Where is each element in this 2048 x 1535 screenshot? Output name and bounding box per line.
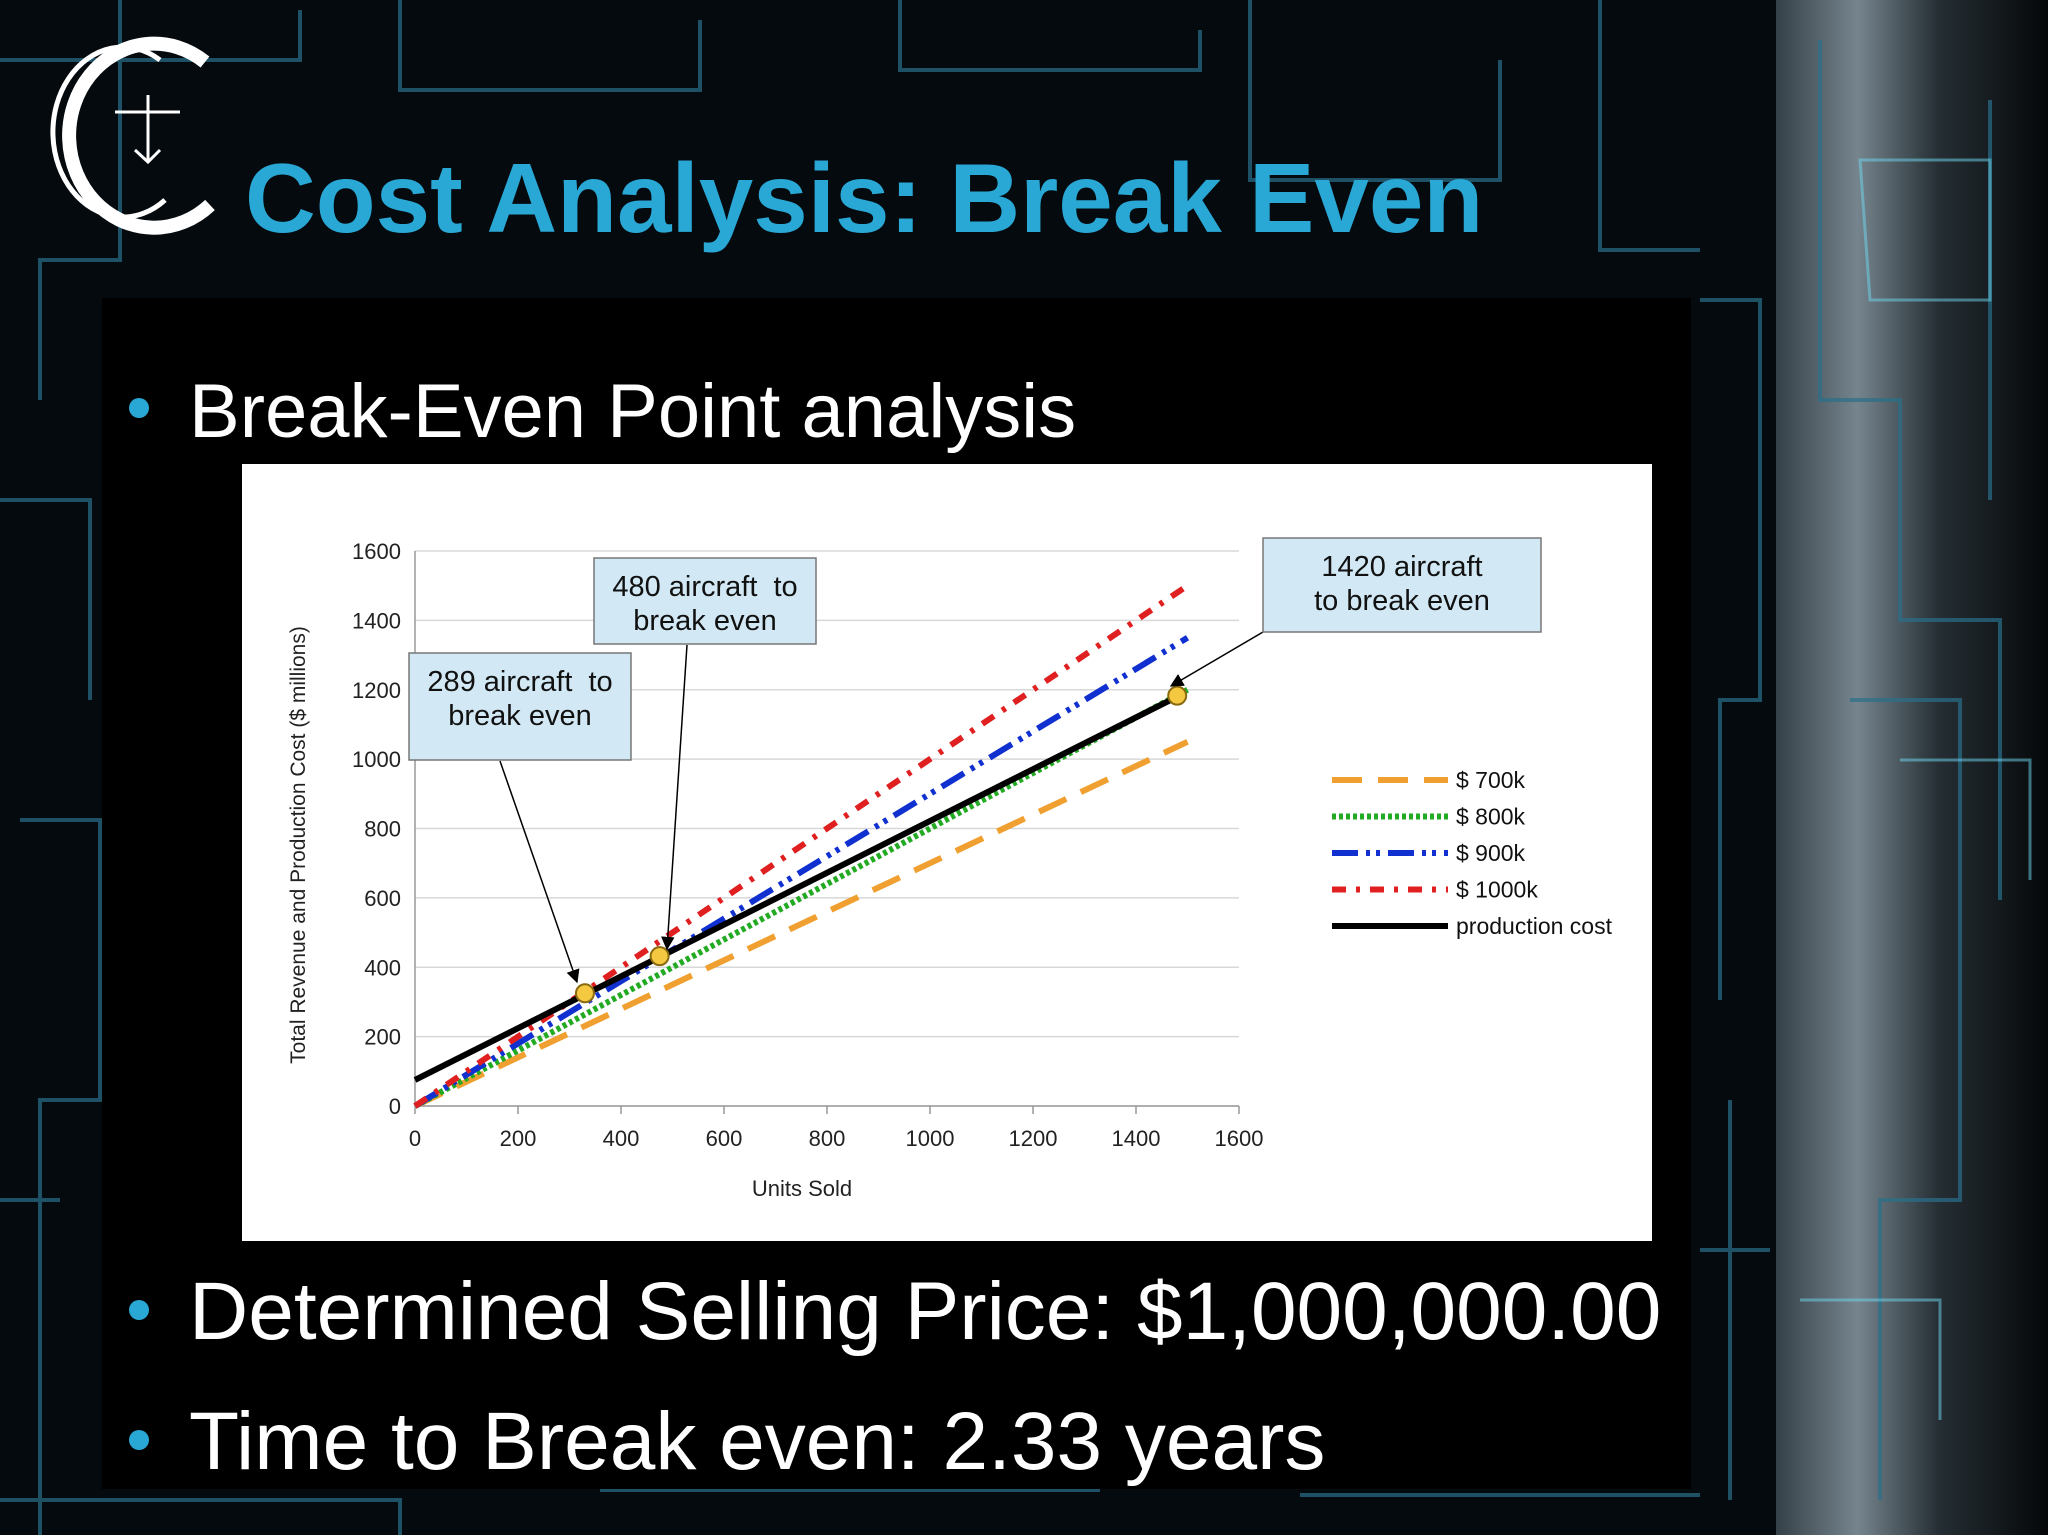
y-tick-label: 1200: [352, 678, 401, 703]
x-tick-label: 600: [706, 1126, 743, 1151]
series-line: [413, 694, 1179, 1083]
bullet-dot: [129, 398, 149, 418]
annotation-text: 1420 aircraft: [1321, 551, 1482, 583]
annotation-text: to break even: [1314, 585, 1490, 617]
logo: [50, 36, 215, 235]
y-tick-label: 200: [364, 1025, 401, 1050]
y-axis-title: Total Revenue and Production Cost ($ mil…: [287, 626, 310, 1064]
series-line: [413, 635, 1190, 1109]
y-tick-label: 800: [364, 817, 401, 842]
bullet-dot: [129, 1430, 149, 1450]
x-tick-label: 1000: [906, 1126, 955, 1151]
bullet-text: Time to Break even: 2.33 years: [189, 1396, 1325, 1487]
slide-title: Cost Analysis: Break Even: [245, 143, 1483, 253]
bullet-text: Break-Even Point analysis: [189, 369, 1076, 454]
break-even-marker: [574, 983, 595, 1004]
annotation-box: [593, 557, 817, 645]
y-tick-label: 0: [389, 1094, 401, 1119]
annotation-text: break even: [448, 700, 592, 732]
legend-label: production cost: [1456, 913, 1613, 939]
series-line: [413, 583, 1190, 1109]
annotation-box: [1262, 537, 1542, 633]
x-tick-label: 1600: [1215, 1126, 1264, 1151]
y-tick-label: 1600: [352, 539, 401, 564]
x-axis-title: Units Sold: [752, 1176, 852, 1201]
chart: 0 200 400 600 800 1000 1200 1400 1600 0 200 400 600 8…: [287, 537, 1613, 1201]
x-tick-label: 800: [809, 1126, 846, 1151]
y-tick-label: 600: [364, 886, 401, 911]
annotation-text: 480 aircraft to: [612, 571, 797, 603]
x-tick-label: 1200: [1009, 1126, 1058, 1151]
y-tick-label: 1000: [352, 747, 401, 772]
x-tick-label: 0: [409, 1126, 421, 1151]
annotation-arrow: [661, 644, 688, 951]
x-tick-label: 200: [500, 1126, 537, 1151]
legend-label: $ 700k: [1456, 767, 1526, 793]
side-strip: [1776, 0, 2048, 1535]
legend-label: $ 900k: [1456, 840, 1526, 866]
legend-label: $ 1000k: [1456, 877, 1538, 903]
circuit-highlight: [1800, 158, 2032, 1420]
bullet-dot: [129, 1300, 149, 1320]
break-even-marker: [649, 946, 670, 967]
annotation-text: 289 aircraft to: [427, 666, 612, 698]
annotation-box: [408, 652, 632, 761]
bullet-text: Determined Selling Price: $1,000,000.00: [189, 1266, 1661, 1357]
y-tick-label: 400: [364, 955, 401, 980]
annotation-arrow: [1169, 631, 1264, 687]
x-tick-label: 1400: [1112, 1126, 1161, 1151]
x-tick-label: 400: [603, 1126, 640, 1151]
break-even-marker: [1167, 685, 1188, 706]
y-tick-label: 1400: [352, 608, 401, 633]
series-line: [413, 739, 1189, 1109]
annotation-text: break even: [633, 605, 777, 637]
annotation-arrow: [499, 760, 580, 984]
legend-label: $ 800k: [1456, 804, 1526, 830]
